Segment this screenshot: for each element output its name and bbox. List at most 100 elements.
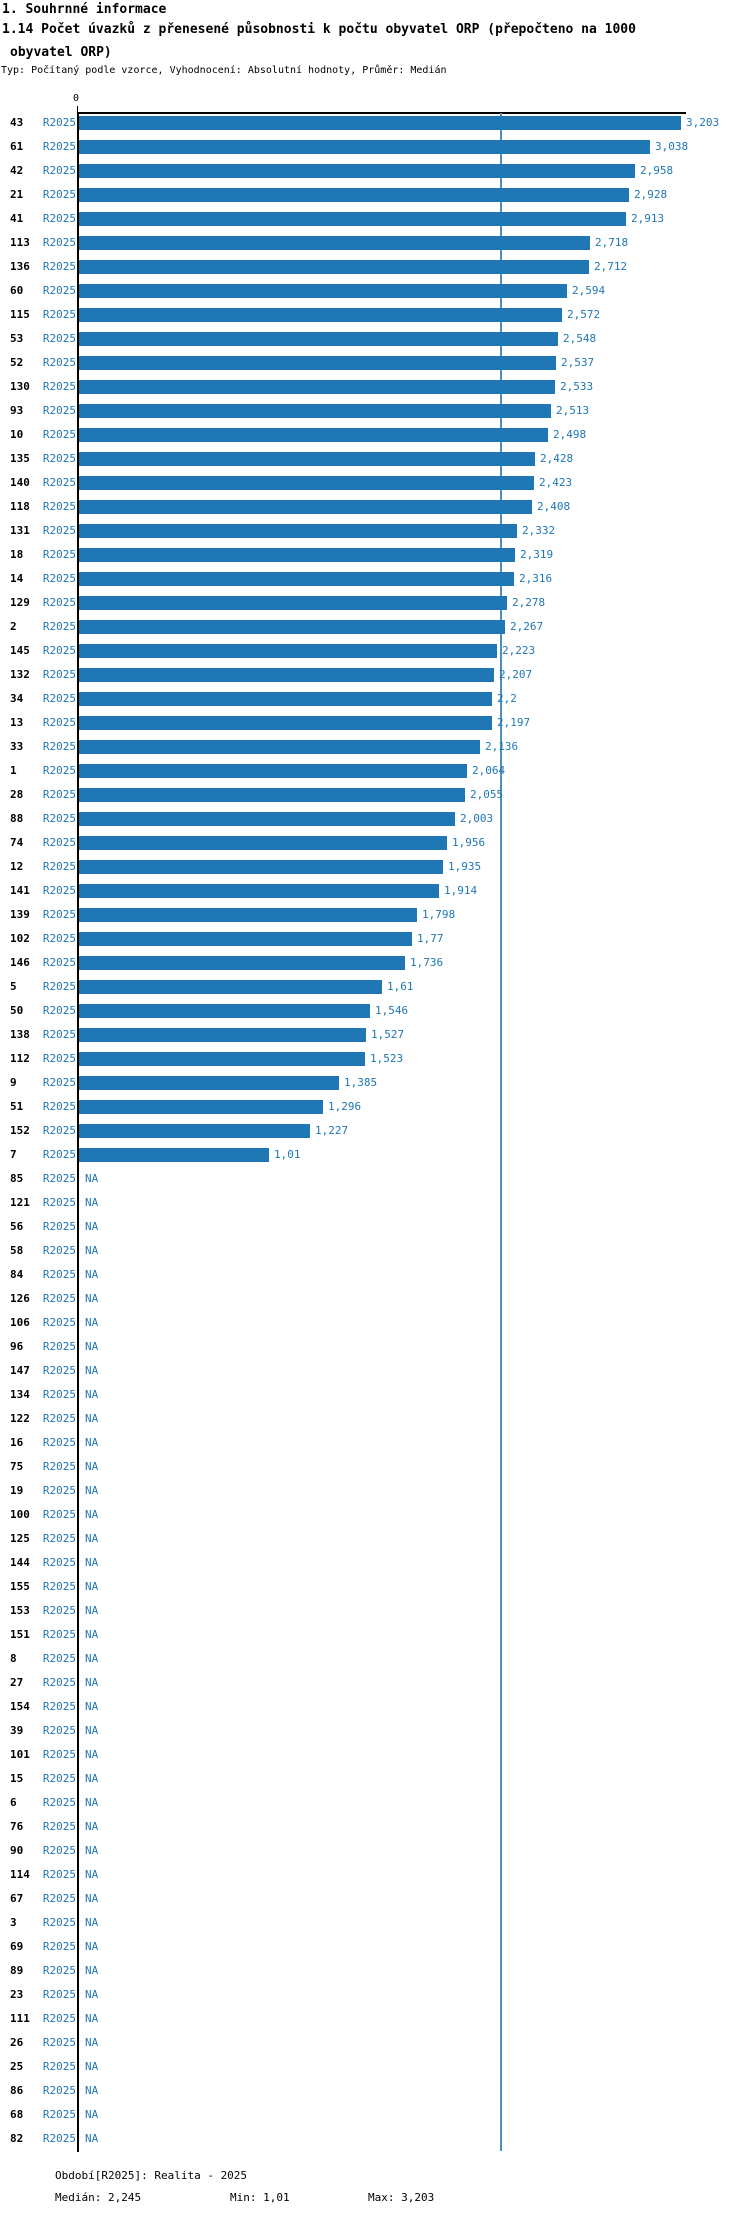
chart-row: 51 R2025 1,296	[0, 1095, 750, 1119]
bar-value-label: 2,718	[595, 236, 629, 249]
bar	[79, 1004, 370, 1018]
chart-row: 43 R2025 3,203	[0, 111, 750, 135]
row-series-label: R2025	[42, 1124, 76, 1137]
row-id-label: 16	[10, 1436, 24, 1449]
row-series-label: R2025	[42, 1844, 76, 1857]
bar-value-label: 2,408	[537, 500, 571, 513]
chart-row: 151 R2025 NA	[0, 1623, 750, 1647]
row-id-label: 15	[10, 1772, 24, 1785]
bar-value-label: 2,319	[520, 548, 554, 561]
row-series-label: R2025	[42, 428, 76, 441]
chart-row: 141 R2025 1,914	[0, 879, 750, 903]
row-series-label: R2025	[42, 332, 76, 345]
row-series-label: R2025	[42, 1940, 76, 1953]
chart-row: 144 R2025 NA	[0, 1551, 750, 1575]
bar-value-label: 1,798	[422, 908, 456, 921]
bar	[79, 284, 567, 298]
bar	[79, 476, 534, 490]
bar	[79, 140, 650, 154]
chart-row: 88 R2025 2,003	[0, 807, 750, 831]
row-series-label: R2025	[42, 620, 76, 633]
chart-row: 111 R2025 NA	[0, 2007, 750, 2031]
bar	[79, 260, 589, 274]
bar	[79, 524, 517, 538]
row-series-label: R2025	[42, 1892, 76, 1905]
bar-value-label: 2,207	[499, 668, 533, 681]
row-series-label: R2025	[42, 188, 76, 201]
row-series-label: R2025	[42, 476, 76, 489]
row-series-label: R2025	[42, 2132, 76, 2145]
chart-row: 42 R2025 2,958	[0, 159, 750, 183]
na-label: NA	[85, 1196, 99, 1209]
row-id-label: 145	[10, 644, 30, 657]
row-id-label: 121	[10, 1196, 30, 1209]
row-series-label: R2025	[42, 380, 76, 393]
row-series-label: R2025	[42, 284, 76, 297]
row-series-label: R2025	[42, 524, 76, 537]
chart-row: 106 R2025 NA	[0, 1311, 750, 1335]
na-label: NA	[85, 1364, 99, 1377]
row-series-label: R2025	[42, 1964, 76, 1977]
row-series-label: R2025	[42, 1436, 76, 1449]
row-series-label: R2025	[42, 596, 76, 609]
chart-row: 96 R2025 NA	[0, 1335, 750, 1359]
row-id-label: 27	[10, 1676, 24, 1689]
row-id-label: 25	[10, 2060, 24, 2073]
footer-period: Období[R2025]: Realita - 2025	[55, 2169, 248, 2182]
chart-row: 5 R2025 1,61	[0, 975, 750, 999]
bar-value-label: 1,296	[328, 1100, 362, 1113]
chart-row: 26 R2025 NA	[0, 2031, 750, 2055]
na-label: NA	[85, 1700, 99, 1713]
row-series-label: R2025	[42, 2084, 76, 2097]
bar	[79, 548, 515, 562]
na-label: NA	[85, 1316, 99, 1329]
chart-row: 21 R2025 2,928	[0, 183, 750, 207]
na-label: NA	[85, 1652, 99, 1665]
bar-value-label: 2,594	[572, 284, 606, 297]
bar	[79, 212, 626, 226]
row-id-label: 111	[10, 2012, 30, 2025]
row-id-label: 52	[10, 356, 24, 369]
chart-row: 69 R2025 NA	[0, 1935, 750, 1959]
row-id-label: 138	[10, 1028, 30, 1041]
row-series-label: R2025	[42, 1244, 76, 1257]
chart-row: 15 R2025 NA	[0, 1767, 750, 1791]
bar-value-label: 2,533	[560, 380, 594, 393]
row-id-label: 1	[10, 764, 17, 777]
row-series-label: R2025	[42, 764, 76, 777]
bar	[79, 860, 443, 874]
row-series-label: R2025	[42, 1052, 76, 1065]
row-id-label: 153	[10, 1604, 30, 1617]
row-series-label: R2025	[42, 1268, 76, 1281]
row-id-label: 33	[10, 740, 24, 753]
row-series-label: R2025	[42, 2108, 76, 2121]
bar-value-label: 1,523	[370, 1052, 404, 1065]
chart-row: 130 R2025 2,533	[0, 375, 750, 399]
row-id-label: 7	[10, 1148, 17, 1161]
row-series-label: R2025	[42, 1604, 76, 1617]
row-id-label: 136	[10, 260, 30, 273]
na-label: NA	[85, 2060, 99, 2073]
bar	[79, 500, 532, 514]
row-id-label: 56	[10, 1220, 24, 1233]
na-label: NA	[85, 1460, 99, 1473]
na-label: NA	[85, 1388, 99, 1401]
chart-row: 135 R2025 2,428	[0, 447, 750, 471]
row-id-label: 61	[10, 140, 24, 153]
bar-value-label: 2,064	[472, 764, 506, 777]
bar	[79, 428, 548, 442]
na-label: NA	[85, 1580, 99, 1593]
chart-row: 131 R2025 2,332	[0, 519, 750, 543]
bar-chart: 43 R2025 3,203 61 R2025 3,038 42 R2025 2,958 21 R2…	[0, 111, 750, 2151]
row-id-label: 9	[10, 1076, 17, 1089]
row-id-label: 85	[10, 1172, 24, 1185]
bar-value-label: 3,038	[655, 140, 689, 153]
chart-row: 13 R2025 2,197	[0, 711, 750, 735]
chart-title-line1: 1.14 Počet úvazků z přenesené působnosti…	[2, 22, 636, 37]
bar-value-label: 2,928	[634, 188, 668, 201]
row-id-label: 67	[10, 1892, 24, 1905]
chart-row: 86 R2025 NA	[0, 2079, 750, 2103]
bar	[79, 164, 635, 178]
chart-row: 3 R2025 NA	[0, 1911, 750, 1935]
bar	[79, 836, 447, 850]
